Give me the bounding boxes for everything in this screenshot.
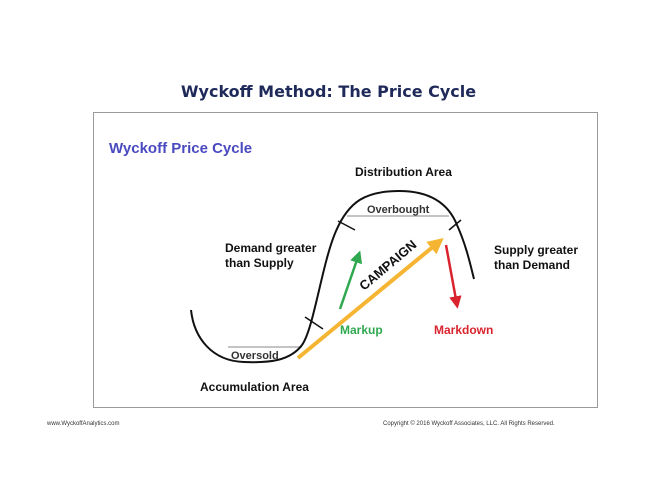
demand-label-line2: than Supply [225,256,294,270]
markup-arrow [338,250,363,310]
accumulation-area-label: Accumulation Area [200,380,309,394]
footer-copyright: Copyright © 2016 Wyckoff Associates, LLC… [383,421,555,427]
footer-website: www.WyckoffAnalytics.com [47,421,120,427]
markdown-arrow [444,244,462,309]
supply-label-line1: Supply greater [494,243,578,257]
price-cycle-curve [190,189,475,364]
overbought-label: Overbought [367,204,430,216]
markup-start-tick [304,316,324,330]
distribution-area-label: Distribution Area [355,165,452,179]
price-cycle-diagram: Wyckoff Price Cycle Distribution Area Ov… [109,140,578,394]
markdown-label: Markdown [434,323,493,337]
markup-label: Markup [340,323,383,337]
diagram-frame: Wyckoff Price Cycle Distribution Area Ov… [93,112,598,408]
oversold-label: Oversold [231,350,279,362]
page-title: Wyckoff Method: The Price Cycle [180,82,477,101]
supply-label-line2: than Demand [494,258,570,272]
diagram-heading: Wyckoff Price Cycle [109,140,252,157]
markup-end-tick [337,220,356,231]
campaign-arrow [296,237,444,360]
markdown-start-tick [448,219,462,231]
demand-label-line1: Demand greater [225,241,317,255]
